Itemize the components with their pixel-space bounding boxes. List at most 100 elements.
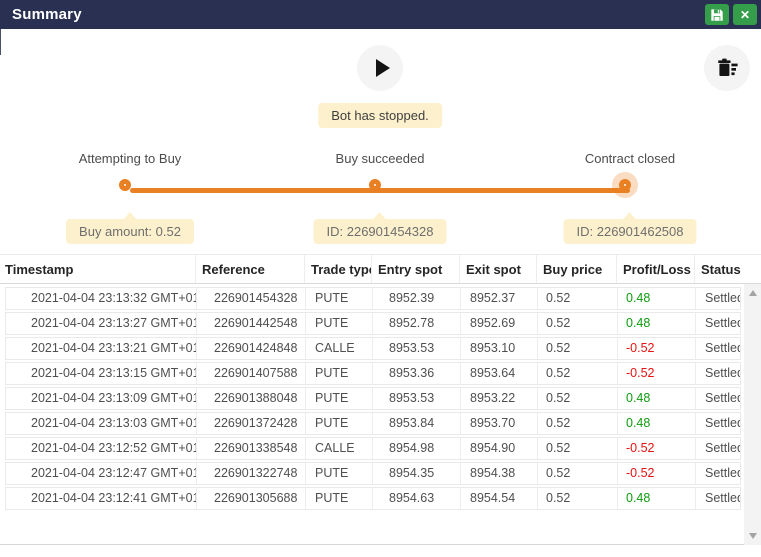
trade-table: Timestamp Reference Trade type Entry spo… bbox=[0, 254, 761, 545]
run-bot-button[interactable] bbox=[357, 45, 403, 91]
background-edge-artifact bbox=[0, 29, 1, 55]
cell-reference: 226901372428 bbox=[197, 413, 306, 434]
cell-buy-price: 0.52 bbox=[538, 438, 618, 459]
cell-exit-spot: 8953.64 bbox=[461, 363, 538, 384]
arrow-down-icon[interactable] bbox=[748, 533, 757, 539]
contract-id-tooltip: ID: 226901462508 bbox=[563, 212, 697, 244]
cell-profit-loss: -0.52 bbox=[618, 363, 696, 384]
cell-trade-type: PUTE bbox=[306, 313, 373, 334]
cell-exit-spot: 8954.38 bbox=[461, 463, 538, 484]
cell-status: Settled bbox=[705, 366, 740, 380]
cell-profit-loss: -0.52 bbox=[618, 338, 696, 359]
cell-entry-spot: 8953.53 bbox=[373, 338, 461, 359]
cell-trade-type: PUTE bbox=[306, 413, 373, 434]
cell-timestamp: 2021-04-04 23:12:47 GMT+0100 bbox=[6, 463, 197, 484]
column-header-entry-spot: Entry spot bbox=[372, 255, 460, 283]
trash-list-icon bbox=[716, 58, 738, 78]
cell-trade-type: PUTE bbox=[306, 463, 373, 484]
cell-reference: 226901388048 bbox=[197, 388, 306, 409]
cell-buy-price: 0.52 bbox=[538, 313, 618, 334]
cell-entry-spot: 8952.39 bbox=[373, 288, 461, 309]
cell-profit-loss: 0.48 bbox=[618, 313, 696, 334]
cell-entry-spot: 8953.84 bbox=[373, 413, 461, 434]
cell-entry-spot: 8954.63 bbox=[373, 488, 461, 509]
cell-exit-spot: 8954.54 bbox=[461, 488, 538, 509]
cell-status: Settled bbox=[705, 416, 740, 430]
cell-profit-loss: 0.48 bbox=[618, 288, 696, 309]
cell-buy-price: 0.52 bbox=[538, 488, 618, 509]
cell-trade-type: PUTE bbox=[306, 388, 373, 409]
table-row: 2021-04-04 23:13:15 GMT+0100 22690140758… bbox=[5, 362, 741, 385]
table-row: 2021-04-04 23:13:32 GMT+0100 22690145432… bbox=[5, 287, 741, 310]
cell-profit-loss: 0.48 bbox=[618, 413, 696, 434]
contract-progress-stepper: Attempting to Buy Buy succeeded Contract… bbox=[0, 150, 761, 250]
cell-buy-price: 0.52 bbox=[538, 363, 618, 384]
cell-trade-type: PUTE bbox=[306, 488, 373, 509]
title-bar: Summary ✕ bbox=[0, 0, 761, 29]
cell-profit-loss: 0.48 bbox=[618, 388, 696, 409]
step-label-contract-closed: Contract closed bbox=[584, 151, 676, 166]
bot-status-badge: Bot has stopped. bbox=[318, 103, 442, 128]
buy-id-tooltip: ID: 226901454328 bbox=[313, 212, 447, 244]
table-row: 2021-04-04 23:13:21 GMT+0100 22690142484… bbox=[5, 337, 741, 360]
column-header-reference: Reference bbox=[196, 255, 305, 283]
arrow-up-icon[interactable] bbox=[748, 290, 757, 296]
play-icon bbox=[375, 59, 390, 77]
save-summary-button[interactable] bbox=[705, 4, 729, 25]
cell-timestamp: 2021-04-04 23:12:41 GMT+0100 bbox=[6, 488, 197, 509]
table-row: 2021-04-04 23:13:27 GMT+0100 22690144254… bbox=[5, 312, 741, 335]
cell-status: Settled bbox=[705, 291, 740, 305]
cell-reference: 226901454328 bbox=[197, 288, 306, 309]
close-dialog-button[interactable]: ✕ bbox=[733, 4, 757, 25]
table-row: 2021-04-04 23:13:09 GMT+0100 22690138804… bbox=[5, 387, 741, 410]
dialog-title: Summary bbox=[12, 6, 82, 23]
cell-buy-price: 0.52 bbox=[538, 413, 618, 434]
cell-buy-price: 0.52 bbox=[538, 338, 618, 359]
step-label-buy-succeeded: Buy succeeded bbox=[335, 151, 425, 166]
table-row: 2021-04-04 23:12:47 GMT+0100 22690132274… bbox=[5, 462, 741, 485]
cell-status: Settled bbox=[705, 491, 740, 505]
cell-exit-spot: 8953.10 bbox=[461, 338, 538, 359]
cell-timestamp: 2021-04-04 23:13:15 GMT+0100 bbox=[6, 363, 197, 384]
cell-buy-price: 0.52 bbox=[538, 463, 618, 484]
cell-timestamp: 2021-04-04 23:12:52 GMT+0100 bbox=[6, 438, 197, 459]
cell-entry-spot: 8952.78 bbox=[373, 313, 461, 334]
cell-buy-price: 0.52 bbox=[538, 388, 618, 409]
cell-timestamp: 2021-04-04 23:13:09 GMT+0100 bbox=[6, 388, 197, 409]
cell-exit-spot: 8952.37 bbox=[461, 288, 538, 309]
cell-trade-type: PUTE bbox=[306, 363, 373, 384]
column-header-profit-loss: Profit/Loss bbox=[617, 255, 695, 283]
buy-amount-tooltip: Buy amount: 0.52 bbox=[66, 212, 194, 244]
column-header-exit-spot: Exit spot bbox=[460, 255, 537, 283]
trade-table-body: 2021-04-04 23:13:32 GMT+0100 22690145432… bbox=[0, 284, 761, 545]
cell-entry-spot: 8953.53 bbox=[373, 388, 461, 409]
clear-log-button[interactable] bbox=[704, 45, 750, 91]
cell-exit-spot: 8953.22 bbox=[461, 388, 538, 409]
cell-reference: 226901407588 bbox=[197, 363, 306, 384]
step-dot-contract-closed bbox=[619, 179, 631, 191]
cell-status: Settled bbox=[705, 316, 740, 330]
cell-exit-spot: 8953.70 bbox=[461, 413, 538, 434]
cell-profit-loss: 0.48 bbox=[618, 488, 696, 509]
cell-entry-spot: 8953.36 bbox=[373, 363, 461, 384]
step-dot-buy-succeeded bbox=[369, 179, 381, 191]
table-scrollbar[interactable] bbox=[744, 284, 761, 545]
cell-trade-type: CALLE bbox=[306, 338, 373, 359]
cell-status: Settled bbox=[705, 391, 740, 405]
column-header-status: Status bbox=[701, 262, 741, 277]
table-row: 2021-04-04 23:12:52 GMT+0100 22690133854… bbox=[5, 437, 741, 460]
table-row: 2021-04-04 23:12:41 GMT+0100 22690130568… bbox=[5, 487, 741, 510]
cell-status: Settled bbox=[705, 466, 740, 480]
cell-trade-type: PUTE bbox=[306, 288, 373, 309]
cell-exit-spot: 8954.90 bbox=[461, 438, 538, 459]
cell-entry-spot: 8954.98 bbox=[373, 438, 461, 459]
stepper-connector-line bbox=[130, 188, 630, 193]
close-icon: ✕ bbox=[739, 7, 751, 22]
cell-timestamp: 2021-04-04 23:13:27 GMT+0100 bbox=[6, 313, 197, 334]
column-header-timestamp: Timestamp bbox=[0, 255, 196, 283]
cell-timestamp: 2021-04-04 23:13:03 GMT+0100 bbox=[6, 413, 197, 434]
cell-reference: 226901322748 bbox=[197, 463, 306, 484]
cell-reference: 226901424848 bbox=[197, 338, 306, 359]
cell-reference: 226901442548 bbox=[197, 313, 306, 334]
